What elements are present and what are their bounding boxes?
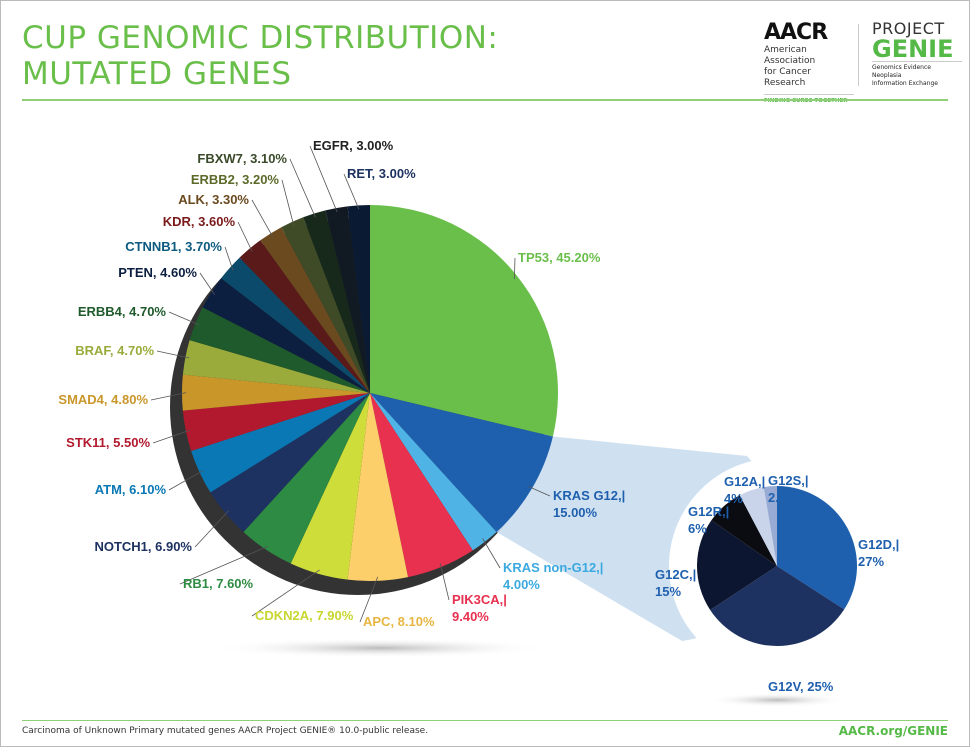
sub-pie-label-g12a: G12A,| 4% [724, 474, 765, 506]
sub-pie-label-g12d: G12D,| 27% [858, 537, 899, 569]
sub-pie-slice-g12d [777, 486, 858, 610]
main-pie-label-ctnnb1: CTNNB1, 3.70% [125, 239, 222, 254]
main-pie-leader-line [289, 158, 316, 218]
main-pie-leader-line [156, 350, 190, 359]
main-pie-leader-line [359, 576, 379, 623]
main-pie-leader-line [482, 538, 501, 569]
main-pie-leader-line [168, 470, 204, 491]
aacr-wordmark: AACR [764, 20, 828, 45]
main-pie-label-erbb2: ERBB2, 3.20% [191, 172, 280, 187]
title-line-1: CUP GENOMIC DISTRIBUTION: [22, 20, 499, 56]
main-pie-label-apc: APC, 8.10% [363, 614, 435, 629]
main-pie-slice-cdkn2a [290, 393, 370, 580]
sub-pie-label-g12s: G12S,| 2.10% [768, 473, 809, 505]
main-pie-slice-kras-non-g12 [370, 393, 497, 551]
main-pie-label-erbb4: ERBB4, 4.70% [78, 304, 167, 319]
main-pie-label-stk11: STK11, 5.50% [66, 435, 150, 450]
main-pie-slice-pten [202, 278, 370, 393]
sub-pie-slice-g12r [711, 495, 777, 566]
main-pie-leader-line [251, 199, 274, 237]
genie-sub-1: Genomics Evidence Neoplasia [872, 61, 962, 80]
main-pie-label-pik3ca: PIK3CA,| 9.40% [452, 592, 507, 624]
footer-link[interactable]: AACR.org/GENIE [838, 724, 948, 738]
logo-divider [858, 24, 859, 86]
title-line-2: MUTATED GENES [22, 56, 292, 92]
main-pie-label-kras-non-g12: KRAS non-G12,| 4.00% [503, 560, 603, 592]
footer-divider [22, 720, 948, 721]
genie-name: GENIE [872, 35, 954, 63]
aacr-name-2: for Cancer Research [764, 67, 811, 88]
main-pie-leader-line [224, 246, 234, 271]
main-pie-slice-apc [347, 393, 409, 581]
main-pie-leader-line [150, 392, 187, 401]
main-pie-leader-line [343, 173, 360, 210]
main-pie-leader-line [281, 179, 295, 226]
main-pie-slice-egfr [325, 206, 370, 393]
sub-pie-slice-g12c [696, 520, 777, 610]
main-pie-floor-shadow [210, 638, 550, 658]
main-pie-leader-line [439, 563, 450, 601]
main-pie-label-braf: BRAF, 4.70% [75, 343, 154, 358]
main-pie-slice-notch1 [210, 393, 370, 533]
main-pie-slice-smad4 [181, 374, 370, 411]
main-pie-slice-kdr [239, 240, 370, 393]
main-pie-slice-pik3ca [370, 393, 473, 578]
page-title: CUP GENOMIC DISTRIBUTION: MUTATED GENES [22, 20, 498, 92]
sub-pie-label-g12c: G12C,| 15% [655, 567, 696, 599]
main-pie-slice-fbxw7 [303, 210, 370, 393]
main-pie-leader-line [528, 486, 551, 497]
main-pie-slice-erbb4 [189, 307, 370, 393]
main-pie-label-kras-g12: KRAS G12,| 15.00% [553, 488, 625, 520]
aacr-tagline: FINDING CURES TOGETHER [764, 94, 854, 104]
main-pie-label-notch1: NOTCH1, 6.90% [94, 539, 192, 554]
sub-pie-slice-g12s [763, 486, 777, 566]
main-pie-label-rb1: RB1, 7.60% [183, 576, 254, 591]
main-pie-leader-line [251, 569, 320, 617]
main-pie-label-cdkn2a: CDKN2A, 7.90% [255, 608, 354, 623]
main-pie-leader-line [152, 429, 190, 444]
main-pie-leader-line [168, 311, 200, 326]
main-pie-leader-line [309, 145, 338, 213]
main-pie-label-tp53: TP53, 45.20% [518, 250, 601, 265]
footer-caption: Carcinoma of Unknown Primary mutated gen… [22, 726, 429, 736]
aacr-logo: AACR American Association for Cancer Res… [764, 20, 854, 104]
aacr-name-1: American Association [764, 45, 816, 66]
main-pie-slice-braf [182, 340, 370, 393]
main-pie-label-egfr: EGFR, 3.00% [313, 138, 394, 153]
genie-project: PROJECT [872, 19, 945, 38]
main-pie-label-kdr: KDR, 3.60% [163, 214, 236, 229]
genie-logo: PROJECT GENIE Genomics Evidence Neoplasi… [872, 20, 962, 88]
main-pie-leader-line [199, 272, 215, 295]
sub-pie-label-g12v: G12V, 25% [768, 679, 834, 694]
main-pie-leader-line [179, 545, 269, 585]
header-divider [22, 99, 948, 101]
main-pie-slice-stk11 [182, 393, 370, 451]
main-pie-slice-erbb2 [281, 217, 370, 393]
main-pie-slice-ret [347, 205, 370, 393]
main-pie-label-smad4: SMAD4, 4.80% [58, 392, 148, 407]
main-pie-leader-line [237, 221, 253, 252]
sub-pie-floor-shadow [707, 693, 847, 707]
main-pie-label-ret: RET, 3.00% [347, 166, 416, 181]
main-pie-leader-line [194, 510, 229, 548]
main-pie-slice-alk [260, 227, 370, 393]
sub-pie-slice-g12v [710, 566, 845, 647]
sub-pie-slice-g12a [739, 487, 777, 566]
main-pie-label-atm: ATM, 6.10% [95, 482, 167, 497]
main-pie-label-fbxw7: FBXW7, 3.10% [197, 151, 287, 166]
sub-pie-label-g12r: G12R,| 6% [688, 504, 729, 536]
genie-sub-2: Information Exchange [872, 80, 938, 87]
main-pie-slice-atm [191, 393, 370, 493]
main-pie-label-pten: PTEN, 4.60% [118, 265, 197, 280]
main-pie-slice-ctnnb1 [221, 257, 370, 393]
main-pie-label-alk: ALK, 3.30% [178, 192, 249, 207]
main-pie-slice-kras-g12 [370, 393, 553, 533]
main-pie-leader-line [513, 257, 516, 279]
main-pie-slice-rb1 [243, 393, 370, 564]
main-pie-slice-tp53 [370, 205, 558, 437]
